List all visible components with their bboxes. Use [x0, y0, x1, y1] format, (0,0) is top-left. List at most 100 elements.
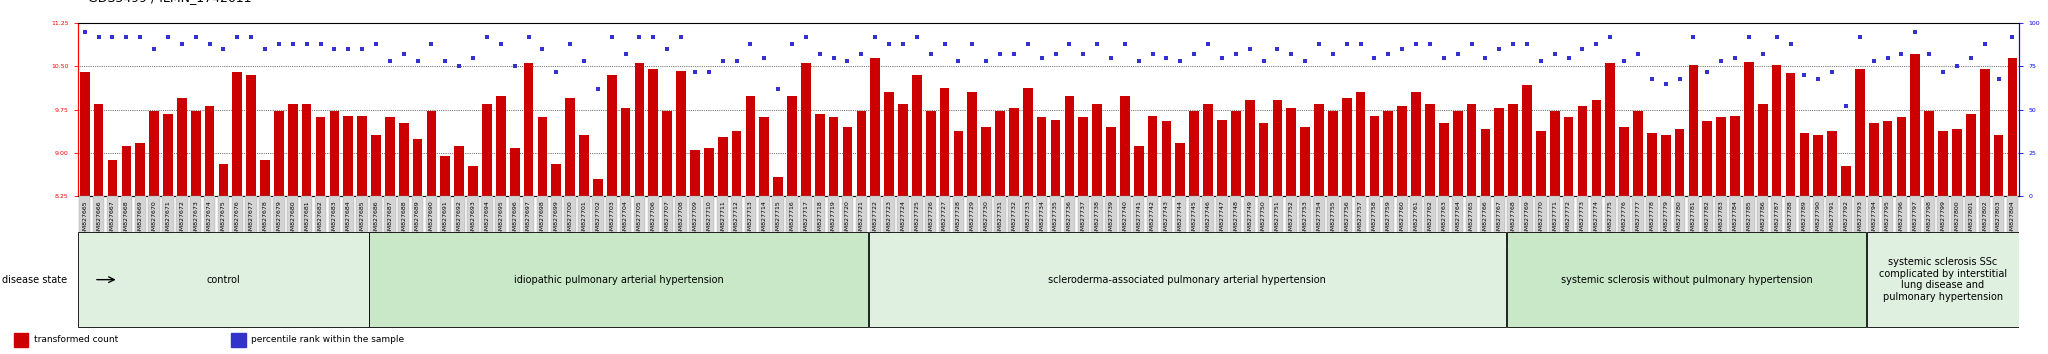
Text: GSM827724: GSM827724 — [901, 200, 905, 239]
Text: GSM827669: GSM827669 — [137, 201, 143, 238]
Bar — [412, 196, 424, 243]
Bar — [342, 196, 354, 243]
Text: percentile rank within the sample: percentile rank within the sample — [252, 335, 406, 344]
Bar — [1493, 196, 1505, 243]
Bar — [1147, 115, 1157, 196]
Bar — [1632, 196, 1645, 243]
Text: GSM827797: GSM827797 — [1913, 200, 1917, 239]
Text: GSM827689: GSM827689 — [416, 201, 420, 238]
Bar — [1106, 196, 1116, 243]
Bar — [1896, 117, 1907, 196]
Point — [1262, 46, 1294, 52]
Bar — [2007, 196, 2017, 243]
Point — [1081, 41, 1114, 47]
Bar — [301, 104, 311, 196]
Bar — [1980, 69, 1989, 196]
Point — [1747, 51, 1780, 57]
Bar — [856, 112, 866, 196]
Bar — [676, 196, 686, 243]
Point — [96, 34, 129, 40]
Point — [236, 34, 268, 40]
Bar — [274, 112, 285, 196]
Bar — [328, 196, 340, 243]
Bar — [719, 137, 727, 196]
Point — [387, 51, 420, 57]
Bar — [121, 146, 131, 196]
Point — [1094, 55, 1126, 61]
Point — [1427, 55, 1460, 61]
Point — [1108, 41, 1141, 47]
Bar — [940, 88, 950, 196]
Bar — [371, 196, 381, 243]
Bar — [1632, 112, 1642, 196]
Point — [1456, 41, 1489, 47]
Text: GSM827706: GSM827706 — [651, 201, 655, 238]
Point — [1012, 41, 1044, 47]
Point — [498, 64, 530, 69]
Bar — [1870, 123, 1878, 196]
Text: GSM827775: GSM827775 — [1608, 201, 1612, 238]
Text: GSM827783: GSM827783 — [1718, 201, 1724, 238]
Text: GSM827723: GSM827723 — [887, 200, 891, 239]
Bar — [1786, 73, 1796, 196]
Bar — [995, 196, 1006, 243]
Text: GSM827691: GSM827691 — [442, 201, 449, 238]
Text: GSM827688: GSM827688 — [401, 201, 406, 238]
Point — [846, 51, 879, 57]
Bar — [147, 196, 160, 243]
Bar — [1452, 196, 1464, 243]
Bar — [1757, 196, 1769, 243]
Bar — [649, 69, 657, 196]
Point — [901, 34, 934, 40]
Point — [567, 58, 600, 64]
Bar — [1800, 133, 1808, 196]
Bar — [1188, 196, 1200, 243]
Bar — [1272, 100, 1282, 196]
Bar — [1036, 117, 1047, 196]
Bar — [621, 108, 631, 196]
Bar — [469, 166, 477, 196]
Bar — [1118, 196, 1130, 243]
Bar — [1356, 196, 1366, 243]
Text: GSM827804: GSM827804 — [2009, 201, 2015, 238]
Text: GSM827749: GSM827749 — [1247, 200, 1251, 239]
Point — [1067, 51, 1100, 57]
Text: disease state: disease state — [2, 275, 68, 285]
Point — [221, 34, 254, 40]
Point — [1219, 51, 1251, 57]
Point — [1843, 34, 1876, 40]
Bar — [524, 63, 532, 196]
Bar — [1341, 98, 1352, 196]
Point — [637, 34, 670, 40]
Bar — [745, 96, 756, 196]
Bar — [522, 196, 535, 243]
Bar — [1647, 196, 1657, 243]
Bar — [1440, 123, 1448, 196]
Bar — [1382, 196, 1395, 243]
Text: GSM827670: GSM827670 — [152, 201, 156, 238]
Bar — [1550, 112, 1561, 196]
Text: GSM827703: GSM827703 — [608, 201, 614, 238]
Point — [1343, 41, 1376, 47]
Bar — [537, 196, 549, 243]
Text: GSM827768: GSM827768 — [1511, 201, 1516, 238]
Bar — [1092, 104, 1102, 196]
Text: GSM827778: GSM827778 — [1649, 201, 1655, 238]
Text: GSM827732: GSM827732 — [1012, 200, 1016, 239]
Text: GSM827741: GSM827741 — [1137, 201, 1141, 238]
Text: control: control — [207, 275, 240, 285]
Text: GSM827676: GSM827676 — [236, 201, 240, 238]
Bar — [1577, 106, 1587, 196]
Bar — [954, 131, 963, 196]
Bar — [1010, 108, 1018, 196]
Point — [582, 86, 614, 92]
Bar — [1315, 104, 1323, 196]
Point — [748, 55, 780, 61]
Bar — [92, 196, 104, 243]
Bar — [414, 139, 422, 196]
Bar — [647, 196, 659, 243]
Point — [1636, 76, 1669, 81]
Text: GSM827760: GSM827760 — [1399, 201, 1405, 238]
Bar — [1231, 196, 1241, 243]
Bar — [606, 196, 616, 243]
